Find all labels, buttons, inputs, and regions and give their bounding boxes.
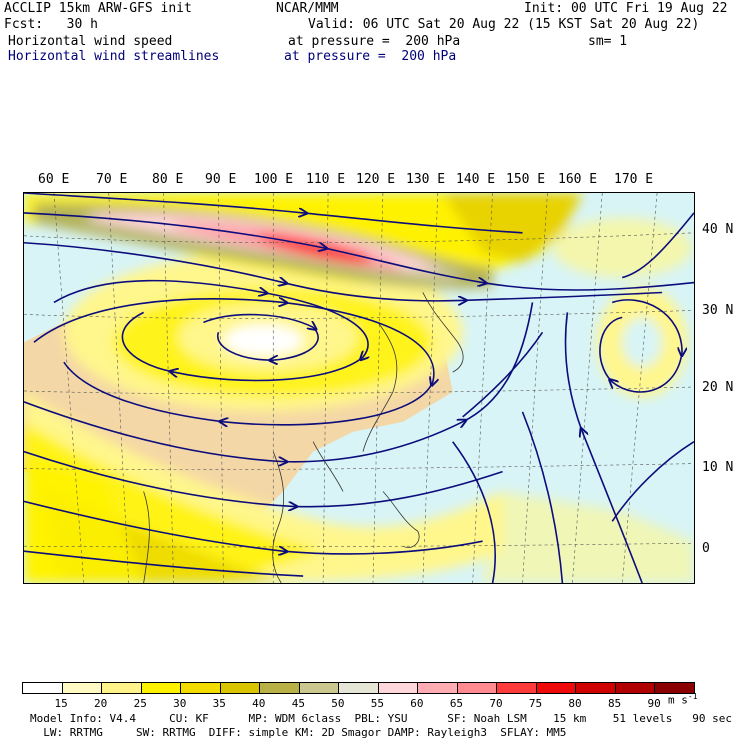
legend-swatch [614, 682, 656, 694]
legend-level-label: 30 [173, 697, 187, 710]
legend-swatch [259, 682, 300, 694]
latitude-label: 40 N [702, 222, 734, 237]
streamlines [24, 193, 694, 583]
streamline [599, 299, 682, 393]
streamline [462, 331, 544, 418]
legend-swatch [219, 682, 261, 694]
legend-swatch [456, 682, 498, 694]
streamline [521, 411, 564, 583]
model-title: ACCLIP 15km ARW-GFS init [4, 1, 192, 16]
streamline [24, 212, 694, 291]
field-name-wind-speed: Horizontal wind speed [8, 34, 173, 49]
legend-swatch [22, 682, 63, 694]
legend-swatch [496, 682, 537, 694]
pressure-level-streamlines: at pressure = 200 hPa [284, 49, 457, 64]
model-info-line2: LW: RRTMG SW: RRTMG DIFF: simple KM: 2D … [30, 726, 567, 739]
legend-swatch [180, 682, 221, 694]
legend-level-label: 85 [607, 697, 622, 710]
latitude-label: 10 N [702, 460, 734, 475]
legend-level-label: 70 [489, 697, 503, 710]
latitude-label: 0 [702, 541, 710, 556]
longitude-label: 140 E [456, 172, 496, 187]
legend-level-label: 75 [528, 697, 543, 710]
legend-level-label: 20 [94, 697, 108, 710]
graticule [24, 193, 694, 583]
streamline [622, 212, 694, 279]
legend-level-label: 15 [54, 697, 68, 710]
legend-level-label: 35 [212, 697, 226, 710]
field-name-streamlines: Horizontal wind streamlines [8, 49, 220, 64]
streamline [24, 450, 503, 507]
forecast-hour: Fcst: 30 h [4, 17, 98, 32]
legend-swatch [535, 682, 577, 694]
legend-swatch [377, 682, 419, 694]
longitude-label: 90 E [205, 172, 237, 187]
longitude-label: 150 E [506, 172, 546, 187]
longitude-label: 170 E [614, 172, 654, 187]
legend-level-label: 90 [647, 697, 661, 710]
legend-level-label: 25 [133, 697, 147, 710]
streamline [24, 302, 534, 461]
smoothing-label: sm= 1 [588, 34, 628, 49]
legend-swatch [338, 682, 379, 694]
latitude-label: 20 N [702, 380, 734, 395]
legend-swatch [61, 682, 103, 694]
longitude-label: 160 E [558, 172, 598, 187]
init-time: Init: 00 UTC Fri 19 Aug 22 [524, 1, 728, 16]
valid-time: Valid: 06 UTC Sat 20 Aug 22 (15 KST Sat … [308, 17, 700, 32]
legend-level-label: 40 [252, 697, 266, 710]
streamline [24, 193, 523, 234]
legend-swatch [101, 682, 142, 694]
streamline [33, 299, 434, 425]
longitude-label: 70 E [96, 172, 128, 187]
legend-level-label: 50 [331, 697, 345, 710]
streamline [564, 312, 643, 583]
streamline [611, 441, 694, 522]
longitude-label: 80 E [152, 172, 184, 187]
legend-level-label: 45 [291, 697, 305, 710]
legend-level-label: 60 [410, 697, 424, 710]
streamline [24, 500, 483, 553]
legend-level-label: 80 [568, 697, 582, 710]
legend-unit: m s-1 [668, 692, 698, 707]
longitude-label: 120 E [356, 172, 396, 187]
pressure-level-speed: at pressure = 200 hPa [288, 34, 461, 49]
legend-swatch [417, 682, 458, 694]
institution-label: NCAR/MMM [276, 1, 339, 16]
model-info-line1: Model Info: V4.4 CU: KF MP: WDM 6class P… [30, 712, 732, 725]
latitude-label: 30 N [702, 303, 734, 318]
longitude-label: 100 E [254, 172, 294, 187]
longitude-label: 110 E [306, 172, 346, 187]
legend-level-label: 55 [370, 697, 384, 710]
longitude-label: 60 E [38, 172, 70, 187]
legend-swatch [298, 682, 340, 694]
legend-swatch [140, 682, 182, 694]
longitude-label: 130 E [406, 172, 446, 187]
legend-swatch [654, 682, 695, 694]
streamline [452, 441, 496, 583]
legend-swatch [575, 682, 616, 694]
legend-level-label: 65 [449, 697, 464, 710]
wind-map [23, 192, 695, 584]
streamline [24, 550, 304, 577]
